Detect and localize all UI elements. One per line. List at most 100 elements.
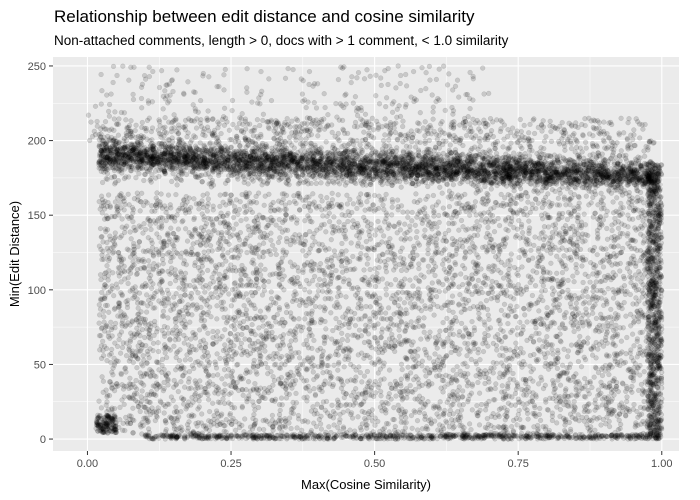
data-point: [494, 171, 499, 176]
data-point: [627, 175, 632, 180]
data-point: [553, 189, 558, 194]
data-point: [345, 170, 350, 175]
data-point: [611, 169, 616, 174]
data-point: [547, 166, 552, 171]
data-point: [541, 146, 546, 151]
data-point: [373, 151, 378, 156]
data-point: [229, 154, 234, 159]
data-point: [512, 173, 517, 178]
data-point: [607, 135, 612, 140]
data-point: [228, 160, 233, 165]
data-point: [413, 145, 418, 150]
data-point: [600, 152, 605, 157]
data-point: [260, 118, 265, 123]
data-point: [301, 145, 306, 150]
data-point: [642, 154, 647, 159]
data-point: [228, 164, 233, 169]
data-point: [573, 137, 578, 142]
data-point: [539, 122, 544, 127]
data-point: [423, 141, 428, 146]
data-point: [548, 124, 553, 129]
data-point: [589, 119, 594, 124]
data-point: [595, 180, 600, 185]
data-point: [641, 127, 646, 132]
data-point: [169, 179, 174, 184]
data-point: [291, 160, 296, 165]
data-point: [587, 168, 592, 173]
data-point: [103, 119, 108, 124]
data-point: [460, 176, 465, 181]
data-point: [157, 146, 162, 151]
data-point: [583, 116, 588, 121]
data-point: [183, 154, 188, 159]
data-point: [452, 157, 457, 162]
data-point: [514, 166, 519, 171]
data-point: [306, 181, 311, 186]
data-point: [273, 145, 278, 150]
data-point: [538, 150, 543, 155]
data-point: [382, 133, 387, 138]
data-point: [400, 165, 405, 170]
data-point: [587, 189, 592, 194]
data-point: [445, 182, 450, 187]
data-point: [157, 174, 162, 179]
data-point: [615, 175, 620, 180]
data-point: [419, 167, 424, 172]
data-point: [307, 165, 312, 170]
data-point: [200, 179, 205, 184]
data-point: [251, 179, 256, 184]
data-point: [499, 174, 504, 179]
data-point: [274, 158, 279, 163]
data-point: [246, 182, 251, 187]
data-point: [636, 155, 641, 160]
data-point: [494, 151, 499, 156]
data-point: [397, 161, 402, 166]
data-point: [635, 189, 640, 194]
data-point: [307, 173, 312, 178]
data-point: [497, 181, 502, 186]
data-point: [540, 129, 545, 134]
data-point: [488, 161, 493, 166]
data-point: [325, 175, 330, 180]
data-point: [415, 121, 420, 126]
data-point: [495, 158, 500, 163]
data-point: [148, 167, 153, 172]
data-point: [370, 116, 375, 121]
data-point: [126, 175, 131, 180]
data-point: [238, 149, 243, 154]
data-point: [337, 181, 342, 186]
data-point: [148, 143, 153, 148]
data-point: [401, 149, 406, 154]
data-point: [166, 120, 171, 125]
data-point: [342, 151, 347, 156]
data-point: [295, 118, 300, 123]
data-point: [583, 140, 588, 145]
data-point: [165, 150, 170, 155]
data-point: [491, 134, 496, 139]
data-point: [448, 143, 453, 148]
data-point: [421, 174, 426, 179]
data-point: [590, 179, 595, 184]
data-point: [108, 158, 113, 163]
data-point: [489, 187, 494, 192]
data-point: [278, 148, 283, 153]
data-point: [567, 135, 572, 140]
data-point: [368, 156, 373, 161]
data-point: [572, 131, 577, 136]
data-point: [303, 158, 308, 163]
data-point: [541, 156, 546, 161]
data-point: [404, 170, 409, 175]
data-point: [384, 173, 389, 178]
data-point: [476, 154, 481, 159]
data-point: [454, 177, 459, 182]
data-point: [427, 170, 432, 175]
data-point: [160, 152, 165, 157]
data-point: [631, 127, 636, 132]
data-point: [594, 143, 599, 148]
data-point: [526, 130, 531, 135]
data-point: [390, 163, 395, 168]
data-point: [333, 134, 338, 139]
data-point: [401, 119, 406, 124]
data-point: [136, 164, 141, 169]
